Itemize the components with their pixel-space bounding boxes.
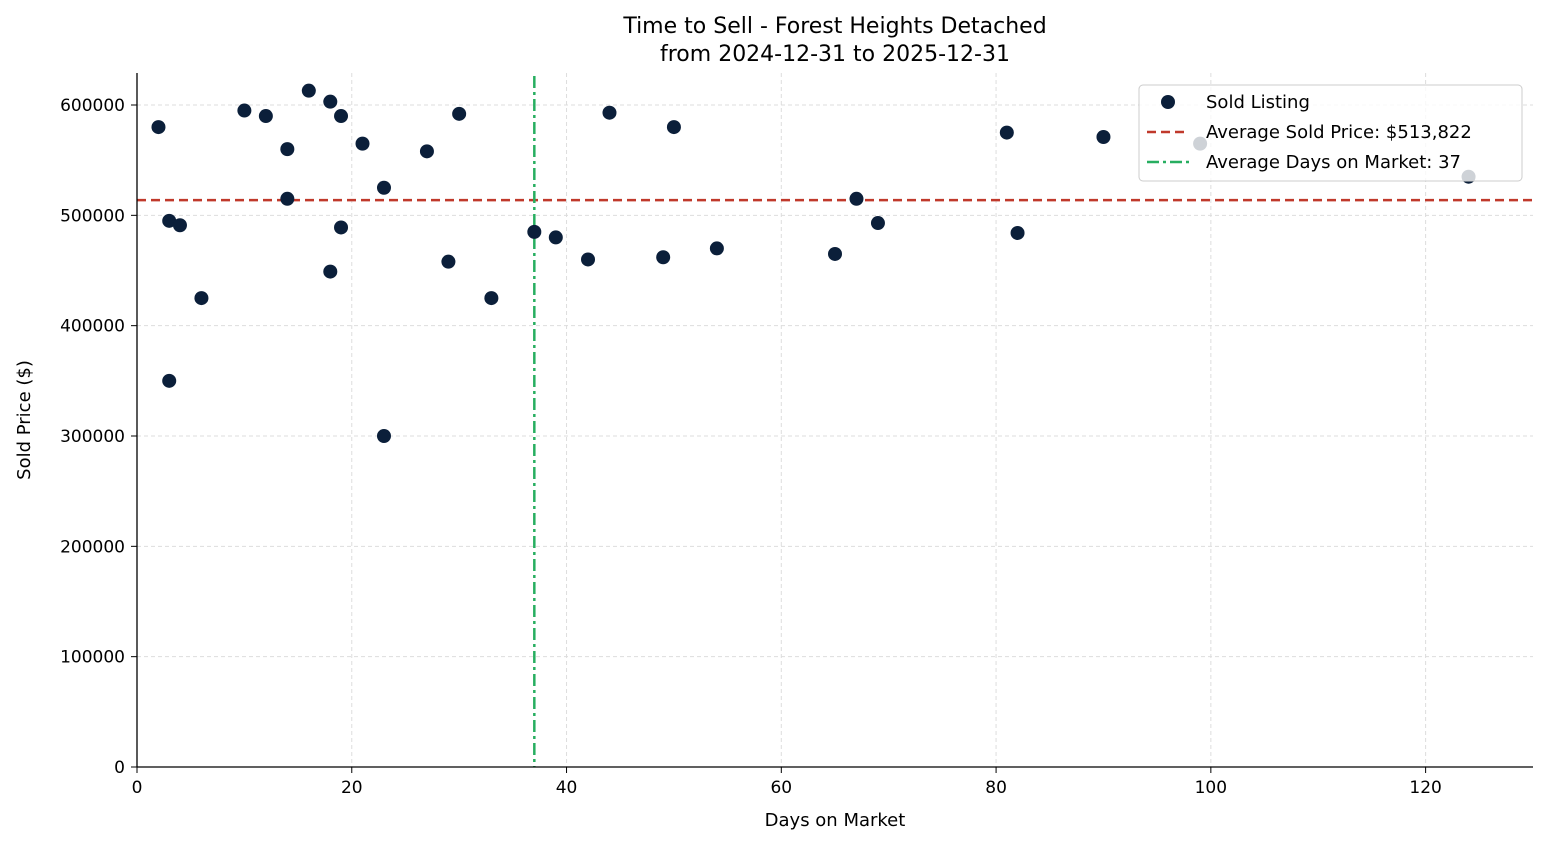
legend: Sold Listing Average Sold Price: $513,82… bbox=[1138, 84, 1523, 182]
data-point bbox=[301, 83, 316, 98]
x-tick-label: 60 bbox=[770, 778, 792, 798]
data-point bbox=[484, 291, 499, 306]
data-point bbox=[527, 224, 542, 239]
data-point bbox=[849, 191, 864, 206]
data-point bbox=[581, 252, 596, 267]
data-point bbox=[709, 241, 724, 256]
data-point bbox=[258, 109, 273, 124]
x-tick-label: 40 bbox=[556, 778, 578, 798]
data-point bbox=[452, 106, 467, 121]
y-tick-label: 200000 bbox=[60, 537, 125, 557]
data-point bbox=[1010, 225, 1025, 240]
data-point bbox=[828, 246, 842, 261]
data-point bbox=[441, 254, 456, 269]
data-point bbox=[666, 120, 681, 135]
data-point bbox=[162, 373, 177, 388]
data-point bbox=[355, 136, 370, 151]
data-point bbox=[656, 250, 671, 265]
legend-label-sold-listing: Sold Listing bbox=[1206, 92, 1310, 113]
data-point bbox=[151, 120, 166, 135]
data-point bbox=[194, 291, 209, 306]
data-point bbox=[162, 213, 177, 228]
data-point bbox=[419, 144, 434, 159]
data-point bbox=[376, 180, 391, 195]
x-tick-label: 100 bbox=[1195, 778, 1227, 798]
x-tick-label: 0 bbox=[132, 778, 143, 798]
data-point bbox=[602, 105, 617, 120]
data-point bbox=[548, 230, 563, 245]
legend-label-avg-days: Average Days on Market: 37 bbox=[1206, 152, 1461, 173]
data-point bbox=[334, 109, 349, 124]
y-tick-label: 0 bbox=[114, 758, 125, 778]
chart-subtitle: from 2024-12-31 to 2025-12-31 bbox=[660, 42, 1010, 67]
data-point bbox=[172, 218, 187, 233]
data-point bbox=[280, 191, 295, 206]
axes: 0 20 40 60 80 100 120 0 100000 200000 300000 400000… bbox=[60, 73, 1533, 798]
y-tick-label: 400000 bbox=[60, 317, 125, 337]
y-tick-label: 100000 bbox=[60, 648, 125, 668]
data-point bbox=[323, 264, 338, 279]
reference-lines bbox=[137, 76, 1533, 767]
data-point bbox=[280, 142, 295, 157]
data-point bbox=[870, 216, 885, 231]
legend-marker-sold-listing bbox=[1161, 95, 1175, 109]
y-axis-label: Sold Price ($) bbox=[14, 360, 35, 480]
data-point bbox=[334, 220, 349, 235]
data-point bbox=[237, 103, 252, 118]
data-point bbox=[323, 94, 338, 109]
legend-box bbox=[1138, 84, 1523, 182]
x-axis-label: Days on Market bbox=[765, 810, 906, 831]
x-tick-label: 120 bbox=[1409, 778, 1441, 798]
y-tick-label: 600000 bbox=[60, 96, 125, 116]
y-tick-label: 300000 bbox=[60, 427, 125, 447]
y-tick-label: 500000 bbox=[60, 206, 125, 226]
data-point bbox=[999, 125, 1014, 140]
chart-title: Time to Sell - Forest Heights Detached bbox=[622, 14, 1046, 39]
x-tick-label: 80 bbox=[985, 778, 1007, 798]
data-point bbox=[1096, 129, 1111, 144]
x-tick-label: 20 bbox=[341, 778, 363, 798]
data-point bbox=[376, 428, 391, 443]
legend-label-avg-price: Average Sold Price: $513,822 bbox=[1206, 122, 1472, 143]
data-points bbox=[151, 83, 1476, 443]
